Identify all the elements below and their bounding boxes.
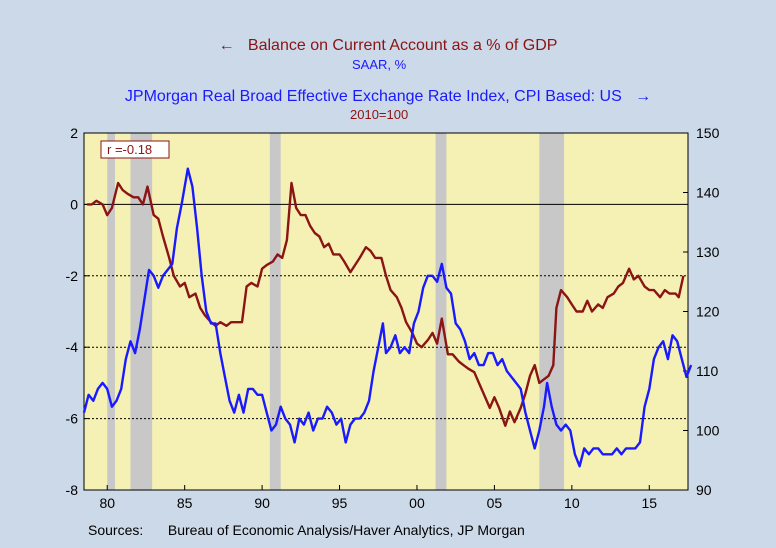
arrow-left-icon: ←: [218, 37, 235, 54]
series-line-current-account: [87, 181, 685, 427]
x-axis-tick-label: 05: [487, 495, 503, 511]
recession-band: [539, 133, 565, 490]
sources-text: Bureau of Economic Analysis/Haver Analyt…: [167, 522, 525, 538]
chart-title-exchange-rate: JPMorgan Real Broad Effective Exchange R…: [0, 88, 776, 106]
subtitle-saar: SAAR, %: [352, 57, 407, 72]
annotation-text: r =-0.18: [107, 142, 152, 157]
sources-label: Sources:: [88, 522, 144, 538]
x-axis-tick-label: 10: [564, 495, 580, 511]
recession-band: [130, 133, 153, 490]
left-axis-tick-label: 0: [70, 196, 78, 212]
x-axis-tick-label: 00: [409, 495, 425, 511]
right-axis-tick-label: 150: [696, 125, 720, 141]
series-line-exchange-rate: [82, 167, 693, 468]
correlation-annotation: r =-0.18: [100, 140, 170, 159]
title-current-account-text: Balance on Current Account as a % of GDP: [247, 37, 558, 54]
subtitle-index-base: 2010=100: [350, 107, 409, 122]
x-axis-tick-label: 85: [177, 495, 193, 511]
title-exchange-rate-text: JPMorgan Real Broad Effective Exchange R…: [124, 88, 622, 105]
recession-band: [269, 133, 281, 490]
x-axis-tick-label: 15: [641, 495, 657, 511]
left-axis-tick-label: -4: [66, 339, 79, 355]
sources-note: Sources: Bureau of Economic Analysis/Hav…: [88, 522, 525, 538]
chart-title-current-account: ← Balance on Current Account as a % of G…: [0, 37, 776, 55]
left-axis-tick-label: -8: [66, 482, 79, 498]
right-axis-tick-label: 130: [696, 244, 720, 260]
plot-area: [84, 133, 688, 490]
x-axis-tick-label: 80: [99, 495, 115, 511]
x-axis-tick-label: 95: [332, 495, 348, 511]
recession-band: [107, 133, 115, 490]
x-axis-tick-label: 90: [254, 495, 270, 511]
right-axis-tick-label: 90: [696, 482, 712, 498]
right-axis-tick-label: 120: [696, 304, 720, 320]
annotation-box: [100, 140, 170, 159]
left-axis-tick-label: 2: [70, 125, 78, 141]
recession-band: [435, 133, 447, 490]
right-axis-tick-label: 100: [696, 423, 720, 439]
left-axis-tick-label: -2: [66, 268, 79, 284]
left-axis-tick-label: -6: [66, 411, 79, 427]
right-axis-tick-label: 110: [696, 363, 719, 379]
arrow-right-icon: →: [635, 88, 652, 105]
right-axis-tick-label: 140: [696, 185, 720, 201]
